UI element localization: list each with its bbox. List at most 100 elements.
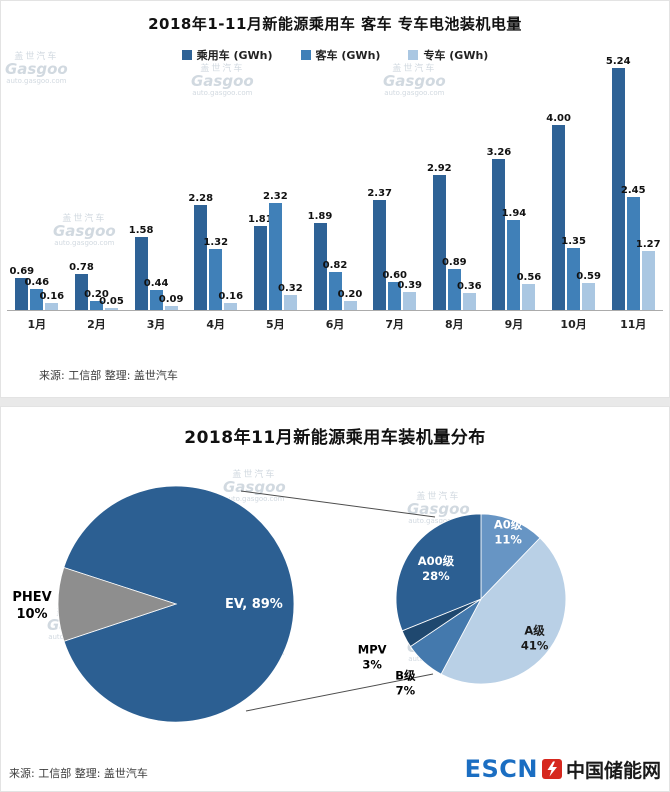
bar-客车-11月: 2.45 [621,185,646,310]
bar-rect [328,272,342,310]
bar-rect [283,295,297,310]
pie-chart-source: 来源: 工信部 整理: 盖世汽车 [9,767,148,780]
bar-客车-10月: 1.35 [561,236,586,310]
bar-rect [492,159,506,310]
pie-slice-EV [63,485,295,723]
bar-rect [74,273,88,310]
escn-logo: ESCN 中国储能网 [465,755,661,783]
x-axis-label: 8月 [444,318,464,331]
bar-value-label: 1.35 [561,235,586,247]
bar-value-label: 1.27 [635,239,661,251]
bar-客车-4月: 1.32 [203,237,228,310]
bar-rect [164,305,178,310]
bar-chart-title: 2018年1-11月新能源乘用车 客车 专车电池装机电量 [148,15,522,33]
bar-乘用车-2月: 0.78 [69,262,94,310]
bar-乘用车-6月: 1.89 [308,211,332,310]
bar-value-label: 2.28 [188,192,214,204]
bars: 2.37 0.60 0.39 [364,59,425,311]
bar-专车-8月: 0.36 [457,281,482,310]
pie-label-B级: B级 7% [395,669,416,698]
bar-value-label: 2.37 [367,188,392,200]
bar-group-3月: 1.58 0.44 0.09 3月 [126,59,186,332]
pie-chart-title: 2018年11月新能源乘用车装机量分布 [184,428,486,448]
bars: 1.81 2.32 0.32 [245,59,306,311]
x-axis-label: 9月 [504,318,524,331]
legend-swatch [300,50,311,60]
bar-value-label: 3.26 [486,147,512,159]
bar-value-label: 1.32 [203,237,229,248]
bar-乘用车-8月: 2.92 [427,163,452,310]
legend-label: 客车 (GWh) [315,49,381,62]
bar-value-label: 1.94 [501,208,527,220]
pie-charts: EV, 89% PHEV 10% A0级 11% A级 41% B级 7% MPV 3% A00级 28… [12,485,567,723]
bar-value-label: 5.24 [605,55,631,67]
bar-乘用车-3月: 1.58 [129,225,153,310]
bar-value-label: 1.89 [307,210,333,222]
bars: 4.00 1.35 0.59 [543,59,604,311]
bar-group-7月: 2.37 0.60 0.39 7月 [364,59,425,332]
bar-group-9月: 3.26 1.94 0.56 9月 [484,59,544,332]
bars: 0.78 0.20 0.05 [66,59,127,311]
pie-chart-panel: 2018年11月新能源乘用车装机量分布 EV, 89% PHEV 10% A0级 11%… [0,406,670,792]
pie-label-PHEV: PHEV 10% [12,590,51,622]
bar-专车-4月: 0.16 [218,291,243,310]
bar-乘用车-7月: 2.37 [367,188,392,310]
bar-value-label: 1.81 [248,214,273,226]
bars: 3.26 1.94 0.56 [484,59,544,311]
bar-value-label: 0.82 [322,260,348,272]
bar-乘用车-11月: 5.24 [606,56,631,310]
bar-value-label: 0.89 [441,256,467,268]
bar-专车-3月: 0.09 [159,294,183,310]
bar-value-label: 0.78 [69,261,94,273]
bar-rect [15,278,29,310]
bar-value-label: 0.36 [456,281,482,293]
x-axis-label: 4月 [206,318,226,331]
bar-乘用车-1月: 0.69 [9,266,34,310]
legend-label: 专车 (GWh) [423,49,489,62]
bar-rect [626,196,640,310]
x-axis-label: 5月 [266,318,285,331]
bar-rect [134,236,148,310]
bar-value-label: 0.60 [382,270,407,282]
bars: 2.92 0.89 0.36 [424,59,485,311]
bar-group-1月: 0.69 0.46 0.16 1月 [7,59,67,332]
bar-value-label: 0.59 [576,270,601,282]
bar-rect [30,288,44,310]
bar-value-label: 4.00 [546,113,571,124]
bar-value-label: 0.16 [218,290,244,302]
pie-slice-A级 [440,537,567,685]
bar-rect [224,302,238,310]
bars: 0.69 0.46 0.16 [7,59,67,311]
bar-rect [462,293,476,310]
bar-rect [582,282,596,310]
escn-logo-site-name: 中国储能网 [565,759,661,782]
bar-value-label: 0.20 [84,288,109,300]
bar-rect [373,200,387,310]
zoom-connector-line [240,490,436,518]
bars: 5.24 2.45 1.27 [603,56,664,311]
bar-value-label: 0.69 [9,266,35,278]
legend-item-乘用车: 乘用车 (GWh) [181,47,273,63]
bar-rect [313,222,327,310]
x-axis-label: 6月 [325,318,345,331]
bar-乘用车-10月: 4.00 [546,113,571,310]
bars: 2.28 1.32 0.16 [185,59,246,311]
pie-label-A级: A级 41% [521,624,549,653]
x-axis-label: 3月 [146,318,166,331]
bar-rect [522,284,536,310]
escn-logo-mark-icon [541,759,562,779]
x-axis-label: 7月 [385,318,404,331]
bar-专车-11月: 1.27 [636,239,661,310]
bar-专车-2月: 0.05 [99,296,124,310]
bar-group-10月: 4.00 1.35 0.59 10月 [543,59,604,332]
legend-swatch [181,50,192,60]
bar-专车-7月: 0.39 [397,280,422,310]
bar-rect [45,302,59,310]
bar-rect [194,204,208,310]
bar-乘用车-5月: 1.81 [248,214,273,310]
bar-plot: 0.69 0.46 0.16 1月 0.78 0.20 0.05 2月 1.58 0.44 0.09… [7,56,664,332]
bar-chart-source: 来源: 工信部 整理: 盖世汽车 [39,369,178,382]
bar-专车-5月: 0.32 [278,283,303,310]
lightning-icon [547,761,557,777]
